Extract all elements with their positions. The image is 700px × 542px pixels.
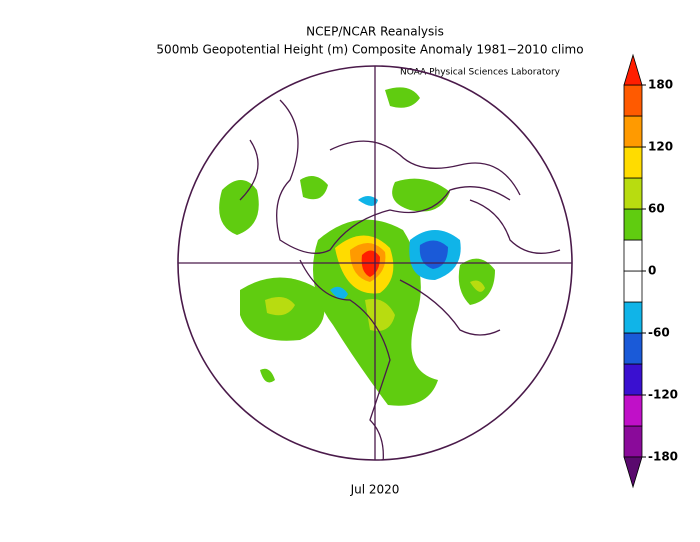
- colorbar-segment: [623, 115, 643, 148]
- colorbar: 180 120 60 0 -60 -120 -180: [623, 53, 678, 489]
- colorbar-segment: [623, 177, 643, 210]
- colorbar-tick-label: 180: [648, 78, 673, 92]
- colorbar-segment: [623, 301, 643, 334]
- colorbar-segment: [623, 425, 643, 458]
- colorbar-tick-label: 120: [648, 140, 673, 154]
- map: [177, 65, 573, 461]
- date-label: Jul 2020: [350, 483, 400, 497]
- colorbar-segment: [623, 363, 643, 396]
- colorbar-extension-bottom: [623, 456, 643, 489]
- colorbar-tick-label: -60: [648, 326, 670, 340]
- colorbar-segment: [623, 332, 643, 365]
- colorbar-segment: [623, 208, 643, 241]
- colorbar-tick-label: -180: [648, 450, 678, 464]
- colorbar-segment: [623, 394, 643, 427]
- colorbar-tick-label: 60: [648, 202, 665, 216]
- coastlines: [239, 99, 561, 460]
- credit: NOAA Physical Sciences Laboratory: [400, 68, 561, 78]
- colorbar-segment: [623, 84, 643, 117]
- map-border: [177, 65, 573, 461]
- colorbar-segment: [623, 270, 643, 303]
- colorbar-tick-label: 0: [648, 264, 656, 278]
- colorbar-extension-top: [623, 53, 643, 86]
- anomaly-fields: [219, 87, 495, 406]
- subtitle: 500mb Geopotential Height (m) Composite …: [156, 43, 583, 57]
- colorbar-tick-label: -120: [648, 388, 678, 402]
- title: NCEP/NCAR Reanalysis: [306, 25, 444, 39]
- colorbar-segment: [623, 146, 643, 179]
- colorbar-segment: [623, 239, 643, 272]
